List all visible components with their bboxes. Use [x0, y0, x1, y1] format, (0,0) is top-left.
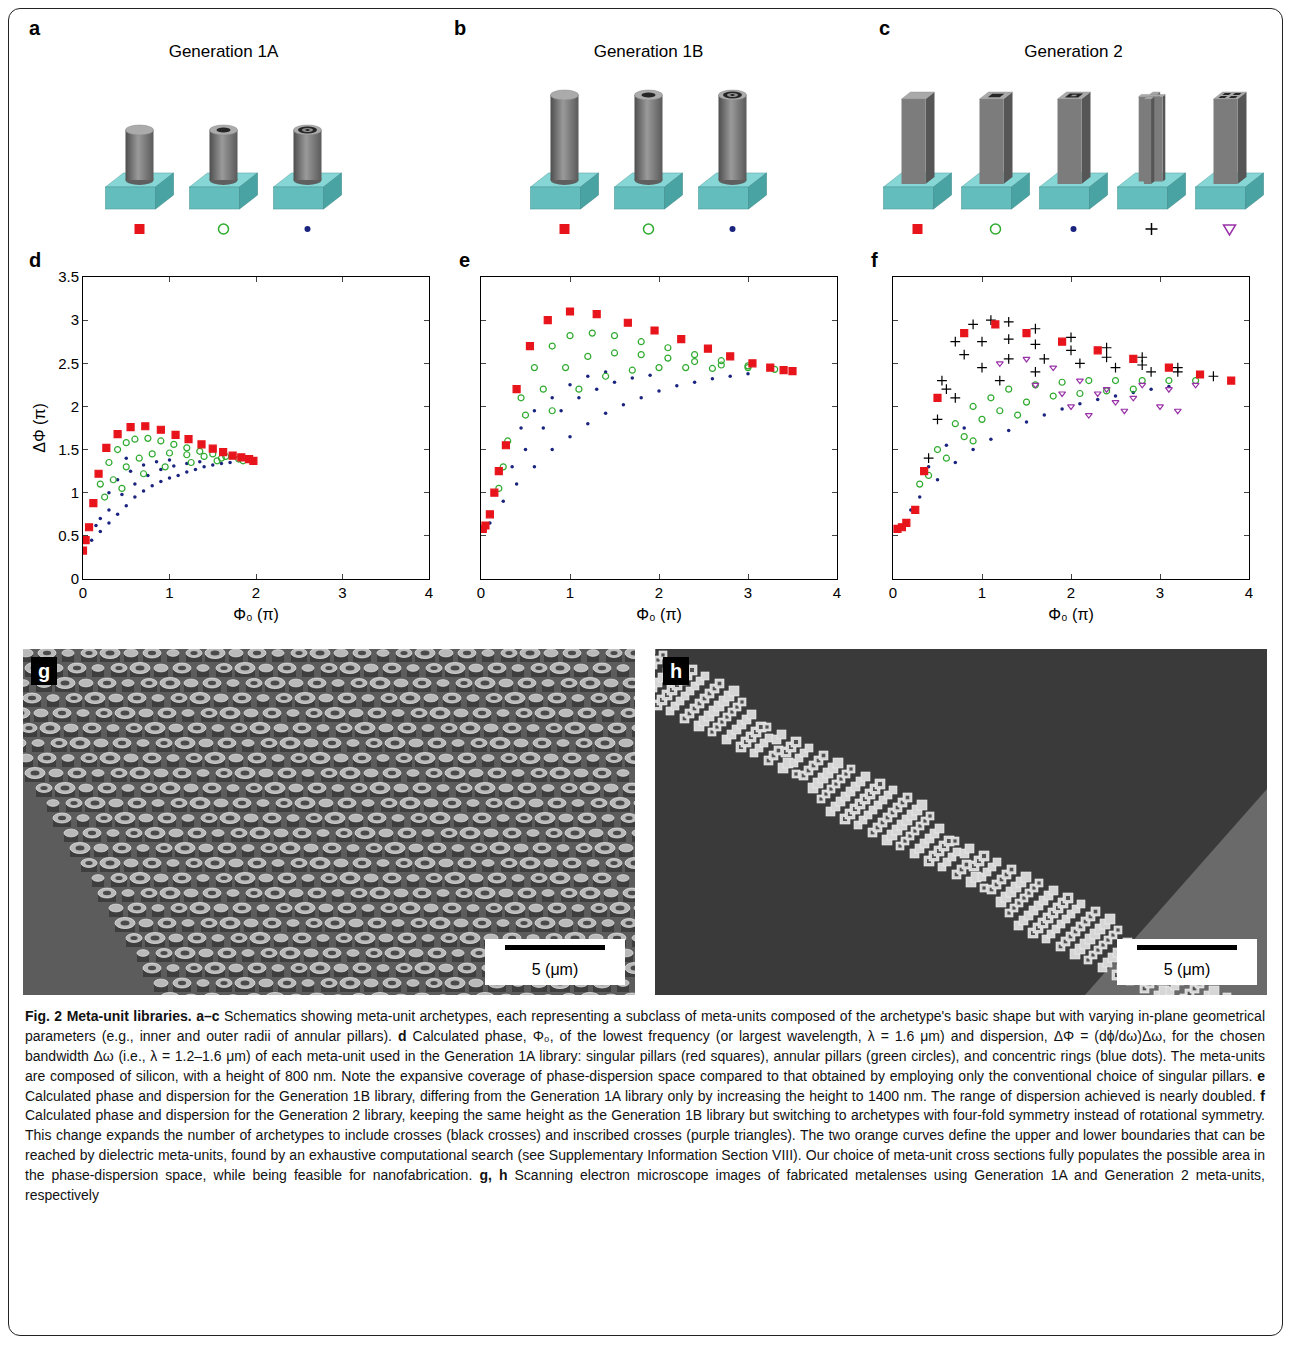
- html-text:e: e: [459, 249, 471, 271]
- svg-text:g: g: [38, 660, 50, 682]
- svg-text:Generation 1A: Generation 1A: [169, 42, 279, 61]
- svg-text:h: h: [670, 660, 682, 682]
- svg-text:1: 1: [165, 584, 173, 601]
- svg-text:Φ₀ (π): Φ₀ (π): [233, 606, 279, 623]
- svg-text:a: a: [29, 17, 41, 39]
- svg-text:3: 3: [1156, 584, 1164, 601]
- svg-text:3: 3: [338, 584, 346, 601]
- svg-text:0: 0: [477, 584, 485, 601]
- html-text:d: d: [29, 249, 42, 271]
- html-text:Fig. 2 Meta-unit libraries. a–: Fig. 2 Meta-unit libraries. a–c Schemati…: [25, 1008, 1265, 1084]
- svg-text:1: 1: [71, 484, 79, 501]
- svg-text:4: 4: [833, 584, 841, 601]
- svg-text:Generation 2: Generation 2: [1024, 42, 1122, 61]
- svg-text:1.5: 1.5: [58, 441, 79, 458]
- svg-text:0: 0: [71, 570, 79, 587]
- svg-text:3: 3: [71, 311, 79, 328]
- html-text:Calculated phase and dispersio: Calculated phase and dispersion for the …: [25, 1087, 1265, 1104]
- svg-text:ΔΦ (π): ΔΦ (π): [31, 403, 48, 453]
- svg-text:3.5: 3.5: [58, 268, 79, 285]
- html-text:f: f: [871, 249, 878, 271]
- svg-text:b: b: [454, 17, 466, 39]
- svg-text:4: 4: [1245, 584, 1253, 601]
- svg-text:2.5: 2.5: [58, 355, 79, 372]
- svg-text:Generation 1B: Generation 1B: [594, 42, 704, 61]
- html-text:Calculated phase and dispersio: Calculated phase and dispersion for the …: [25, 1107, 1265, 1203]
- svg-text:0: 0: [889, 584, 897, 601]
- svg-text:1: 1: [566, 584, 574, 601]
- svg-text:2: 2: [71, 398, 79, 415]
- svg-text:4: 4: [425, 584, 433, 601]
- svg-text:5 (μm): 5 (μm): [1164, 961, 1211, 978]
- svg-text:2: 2: [655, 584, 663, 601]
- svg-text:2: 2: [1067, 584, 1075, 601]
- svg-text:0: 0: [79, 584, 87, 601]
- svg-text:2: 2: [252, 584, 260, 601]
- svg-text:1: 1: [978, 584, 986, 601]
- svg-text:c: c: [879, 17, 890, 39]
- svg-text:Φ₀ (π): Φ₀ (π): [1048, 606, 1094, 623]
- svg-text:3: 3: [744, 584, 752, 601]
- svg-text:0.5: 0.5: [58, 527, 79, 544]
- svg-text:5 (μm): 5 (μm): [532, 961, 579, 978]
- svg-text:Φ₀ (π): Φ₀ (π): [636, 606, 682, 623]
